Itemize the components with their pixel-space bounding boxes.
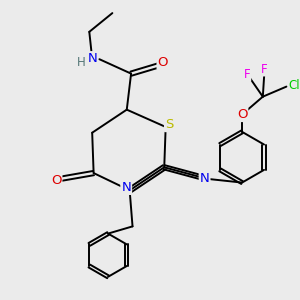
Text: O: O [51,174,62,187]
Text: F: F [244,68,250,81]
Text: O: O [158,56,168,69]
Text: N: N [200,172,209,185]
Text: Cl: Cl [289,79,300,92]
Text: H: H [77,56,86,69]
Text: N: N [121,181,131,194]
Text: O: O [237,108,247,121]
Text: F: F [261,62,268,76]
Text: N: N [87,52,97,65]
Text: S: S [165,118,173,131]
